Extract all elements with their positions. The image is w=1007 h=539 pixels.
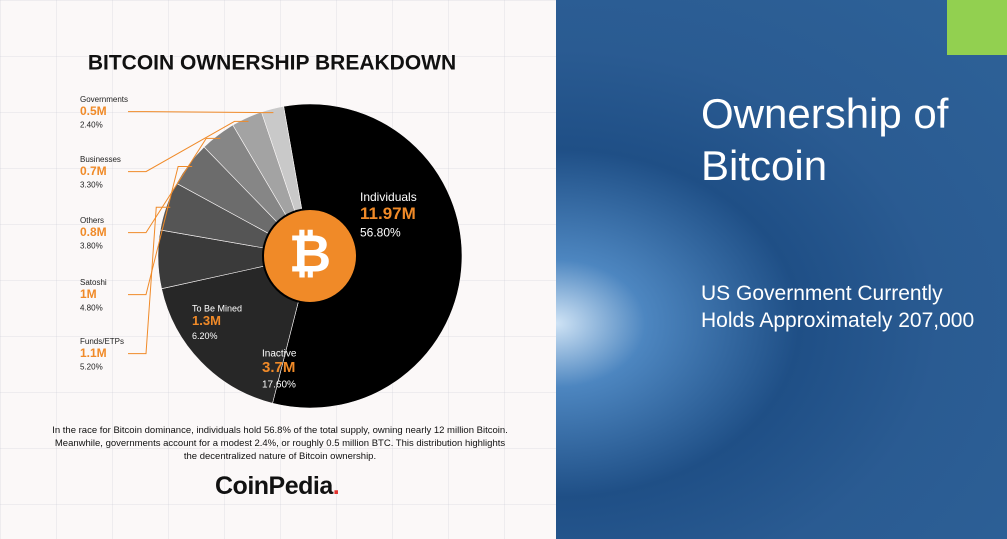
amount-label: 1.3M <box>192 313 221 328</box>
value-label: 2.40% <box>80 121 103 130</box>
slide-panel <box>556 0 1007 539</box>
leader-line <box>128 120 249 173</box>
leader-line <box>128 111 274 114</box>
brand-name: CoinPedia <box>215 472 333 500</box>
amount-label: 1M <box>80 287 97 301</box>
amount-label: 3.7M <box>262 359 295 376</box>
slice-label: Governments <box>80 95 128 104</box>
value-label: 6.20% <box>192 331 218 341</box>
slice-label: To Be Mined <box>192 303 242 313</box>
brand: CoinPedia. <box>215 472 340 501</box>
slide-body: US Government Currently Holds Approximat… <box>701 282 975 332</box>
pie-slice <box>161 255 311 404</box>
slice-label: Others <box>80 216 104 225</box>
accent-square <box>947 0 1007 55</box>
leader-line <box>128 206 171 355</box>
center-badge <box>262 208 358 304</box>
value-label: 3.30% <box>80 181 103 190</box>
value-label: 5.20% <box>80 363 103 372</box>
chart-title: BITCOIN OWNERSHIP BREAKDOWN <box>88 52 456 75</box>
leader-line <box>128 137 221 234</box>
value-label: 3.80% <box>80 242 103 251</box>
amount-label: 0.5M <box>80 104 107 118</box>
slice-label: Satoshi <box>80 278 107 287</box>
slice-label: Individuals <box>360 190 417 204</box>
pie-slice <box>272 103 463 409</box>
caption: In the race for Bitcoin dominance, indiv… <box>52 425 508 462</box>
leader-line <box>128 166 193 296</box>
slice-label: Businesses <box>80 155 121 164</box>
amount-label: 1.1M <box>80 346 107 360</box>
amount-label: 0.7M <box>80 164 107 178</box>
value-label: 4.80% <box>80 304 103 313</box>
value-label: 56.80% <box>360 226 401 240</box>
amount-label: 0.8M <box>80 225 107 239</box>
chart: BITCOIN OWNERSHIP BREAKDOWN ₿ Individuals… <box>80 52 463 409</box>
slice-label: Inactive <box>262 349 297 360</box>
amount-label: 11.97M <box>360 204 416 223</box>
center-symbol: ₿ <box>289 226 331 284</box>
slide-title: Ownership of Bitcoin <box>701 90 949 189</box>
slice-label: Funds/ETPs <box>80 337 124 346</box>
value-label: 17.60% <box>262 380 296 391</box>
brand-mark: . <box>332 472 340 500</box>
